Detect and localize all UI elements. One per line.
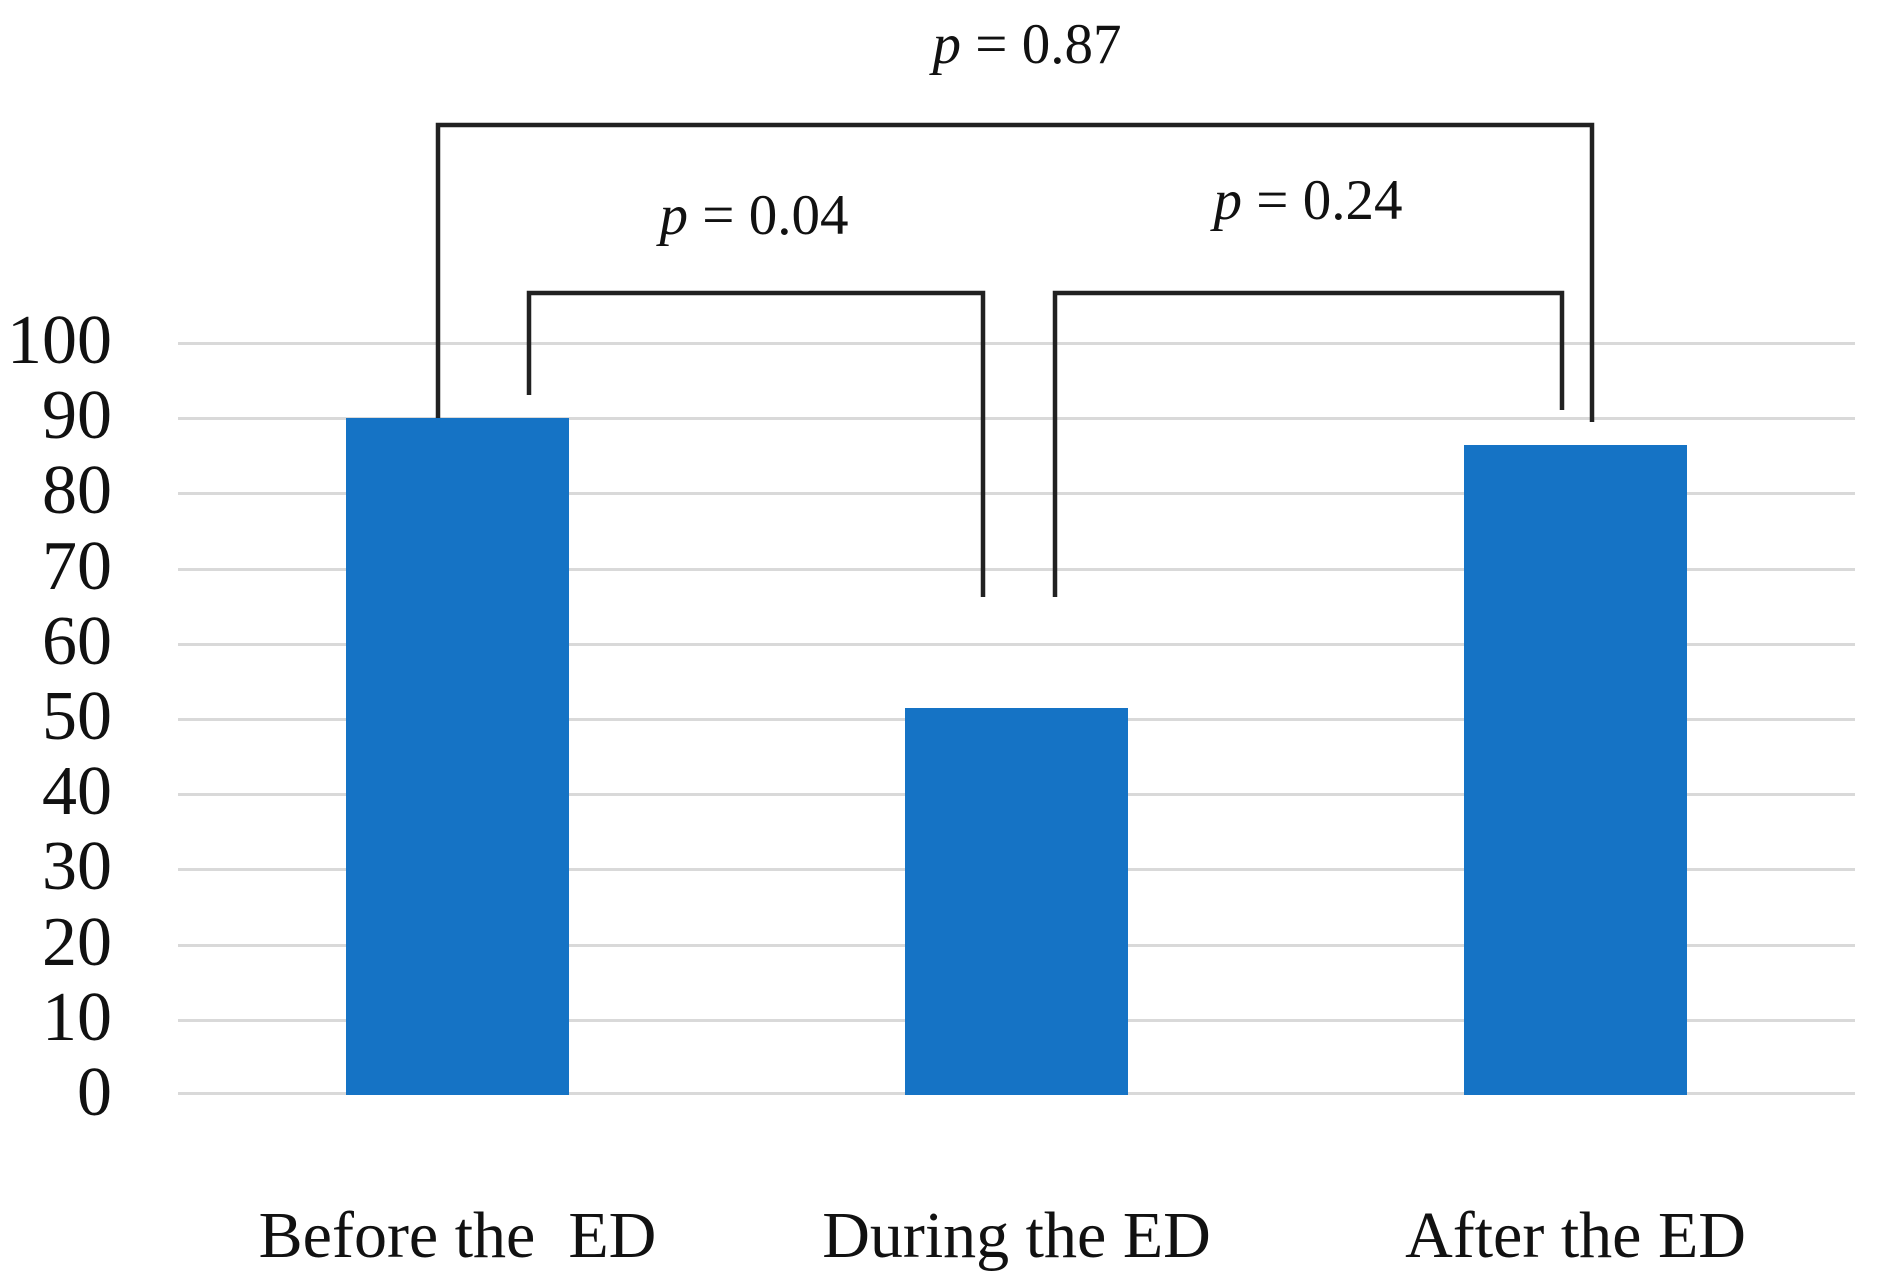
ytick-label-20: 20 <box>42 903 112 981</box>
gridline-100 <box>178 342 1855 345</box>
bar-before-the-ed <box>346 418 569 1095</box>
ytick-label-10: 10 <box>42 978 112 1056</box>
bar-during-the-ed <box>905 707 1128 1095</box>
xaxis-label-during-the-ed: During the ED <box>822 1199 1211 1272</box>
ytick-label-30: 30 <box>42 828 112 906</box>
gridline-70 <box>178 567 1855 571</box>
ytick-label-70: 70 <box>42 527 112 605</box>
xaxis-label-before-the-ed: Before the ED <box>258 1199 657 1272</box>
ytick-label-50: 50 <box>42 678 112 755</box>
ytick-label-90: 90 <box>42 377 112 455</box>
ytick-label-40: 40 <box>42 753 112 831</box>
ytick-label-100: 100 <box>7 302 112 379</box>
ytick-label-0: 0 <box>77 1054 112 1131</box>
ytick-label-80: 80 <box>42 452 112 530</box>
ytick-label-60: 60 <box>42 602 112 680</box>
p-value-label-before-vs-during: p = 0.04 <box>659 184 849 247</box>
xaxis-label-after-the-ed: After the ED <box>1405 1199 1746 1272</box>
gridline-80 <box>178 492 1855 496</box>
p-value-label-before-vs-after: p = 0.87 <box>932 13 1122 76</box>
p-value-label-during-vs-after: p = 0.24 <box>1213 169 1403 232</box>
bar-after-the-ed <box>1464 444 1687 1095</box>
gridline-60 <box>178 642 1855 646</box>
